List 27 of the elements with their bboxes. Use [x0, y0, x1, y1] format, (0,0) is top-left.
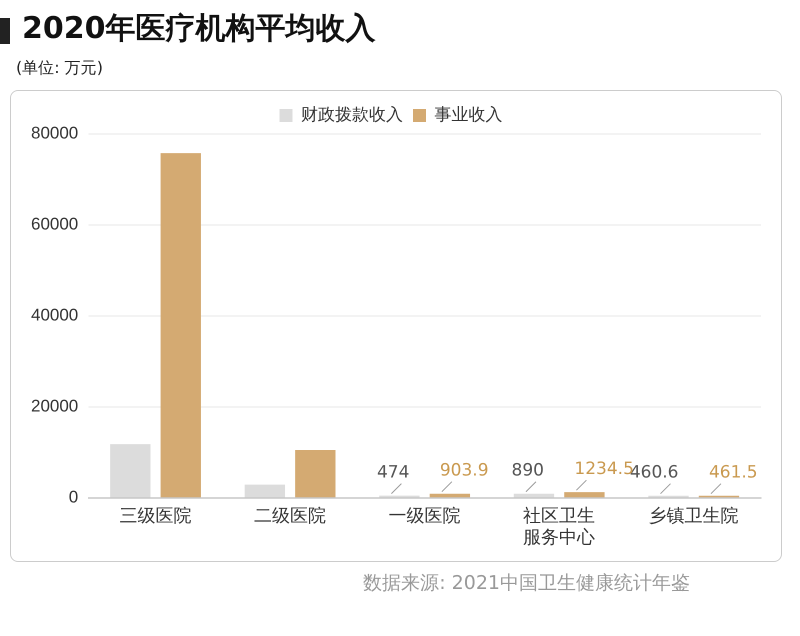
y-tick-label: 0	[68, 487, 78, 506]
data-label: 890	[512, 460, 544, 481]
x-tick-label: 一级医院	[388, 506, 461, 526]
data-label: 1234.5	[574, 459, 634, 480]
bar	[244, 484, 286, 498]
chart-title: 2020年医疗机构平均收入	[22, 10, 376, 48]
data-label: 474	[376, 462, 410, 483]
bar	[430, 494, 470, 498]
y-tick-label: 40000	[30, 306, 78, 325]
y-tick-label: 80000	[30, 124, 78, 143]
legend-label: 事业收入	[434, 105, 502, 124]
x-tick-label: 乡镇卫生院	[648, 506, 739, 526]
bar	[295, 450, 336, 498]
legend-label: 财政拨款收入	[301, 105, 403, 124]
bar	[160, 153, 201, 498]
x-tick-label: 二级医院	[254, 506, 326, 526]
bar	[110, 444, 150, 498]
bar	[514, 494, 554, 498]
data-label: 461.5	[708, 462, 758, 483]
chart-subtitle: (单位: 万元)	[16, 58, 103, 79]
data-label: 903.9	[440, 460, 489, 481]
x-tick-label: 三级医院	[120, 506, 192, 526]
x-tick-label: 社区卫生服务中心	[523, 506, 596, 548]
y-tick-label: 20000	[30, 396, 78, 416]
source-note: 数据来源: 2021中国卫生健康统计年鉴	[363, 571, 690, 596]
bar	[564, 492, 605, 498]
y-tick-label: 60000	[30, 214, 78, 234]
